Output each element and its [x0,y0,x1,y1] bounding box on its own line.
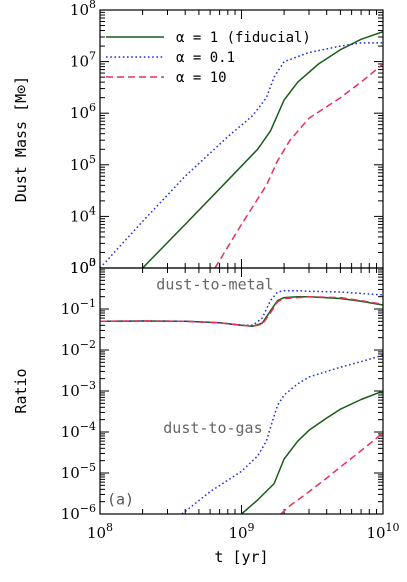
series-group-top [100,30,383,268]
ticks-top [99,9,384,269]
y-tick-label: 10−4 [61,420,96,441]
legend-label: α = 10 [176,70,227,86]
legend: α = 1 (fiducial) α = 0.1 α = 10 [106,30,311,86]
legend-label: α = 0.1 [176,50,235,66]
series-d2g_alpha10 [280,432,383,514]
series-d2m_alpha1 [100,295,383,327]
x-axis-label: t [yr] [214,548,268,566]
series-d2g_alpha1 [241,390,383,514]
y-axis-label: Ratio [12,368,30,413]
x-tick-label: 1010 [366,521,399,542]
series-d2m_alpha01 [100,289,383,327]
plot-frame [99,9,384,269]
x-tick-label: 108 [87,521,113,542]
series-alpha1 [142,30,383,268]
series-alpha10 [214,63,383,268]
y-tick-label: 10−2 [61,338,96,359]
y-tick-label: 106 [70,101,96,122]
y-tick-label: 100 [70,256,96,277]
x-tick-label: 109 [228,521,254,542]
y-tick-label: 10−3 [61,379,96,400]
y-tick-label: 105 [70,153,96,174]
y-tick-label: 108 [70,0,96,19]
series-alpha01 [100,42,383,268]
y-tick-label: 103 [70,256,96,277]
y-tick-label: 10−1 [61,297,96,318]
panel-top: 103 104 105 106 107 108 α = 1 (fiducial) α = 0.… [12,0,384,277]
y-tick-label: 104 [70,204,96,225]
annotation: dust-to-metal [156,275,273,293]
ticks-bottom [99,267,384,515]
y-tick-label: 10−6 [61,502,96,523]
annotation: dust-to-gas [163,419,262,437]
plot-frame [99,267,384,515]
y-axis-label: Dust Mass [M⊙] [12,76,30,202]
y-tick-label: 107 [70,50,96,71]
series-group-bottom [100,289,383,514]
panel-label: (a) [107,491,134,509]
y-tick-label: 10−5 [61,461,96,482]
series-d2m_alpha10 [100,295,383,327]
panel-bottom: 10−6 10−5 10−4 10−3 10−2 10−1 100 108 109 1010 dus… [12,256,400,566]
legend-label: α = 1 (fiducial) [176,30,311,46]
